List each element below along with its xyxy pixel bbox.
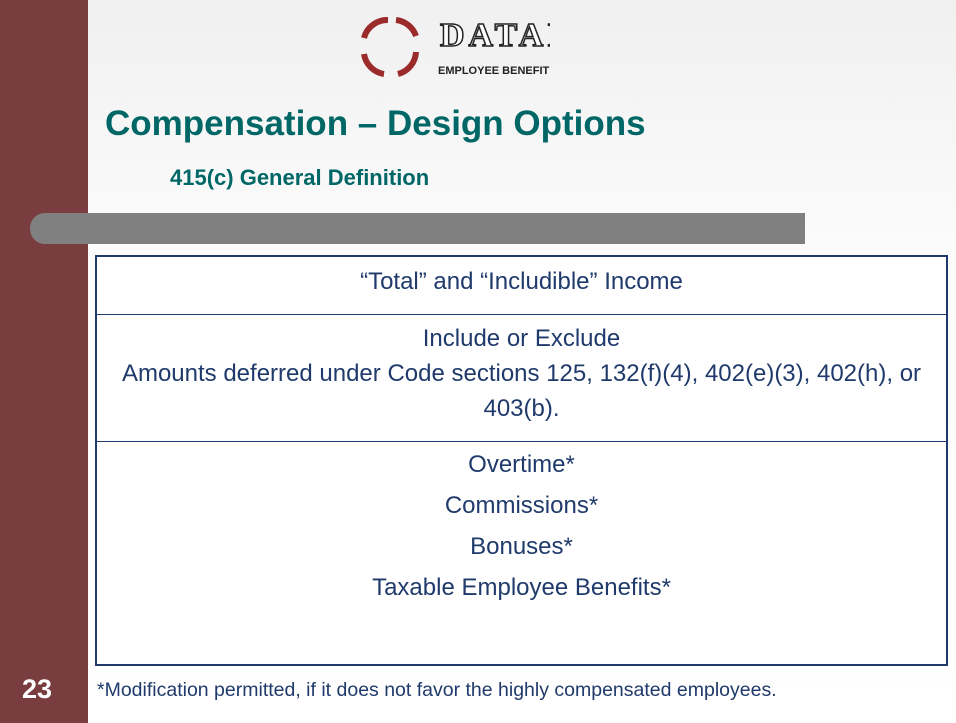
footnote: *Modification permitted, if it does not … (97, 679, 777, 701)
cell-text: Taxable Employee Benefits* (372, 574, 671, 601)
cell-text: Commissions* (444, 492, 599, 519)
table-row: Overtime* Commissions* Bonuses* Taxable Emp… (97, 442, 946, 612)
subtitle: 415(c) General Definition (170, 165, 430, 190)
cell-text: Bonuses* (470, 533, 573, 560)
divider-bar (30, 213, 805, 244)
table-row: Include or Exclude Amounts deferred under… (97, 315, 946, 442)
logo-icon (361, 17, 419, 77)
page-number: 23 (22, 674, 53, 704)
cell-text: Include or Exclude (422, 325, 621, 352)
logo-tagline: EMPLOYEE BENEFIT SYSTEMS, INC. (438, 65, 550, 77)
title: Compensation – Design Options (105, 104, 646, 143)
side-band (0, 0, 88, 723)
logo-name: DATAIR (440, 17, 550, 54)
cell-text: “Total” and “Includible” Income (360, 268, 683, 295)
table-row: “Total” and “Includible” Income (97, 257, 946, 315)
logo: DATAIR EMPLOYEE BENEFIT SYSTEMS, INC. (361, 16, 550, 77)
cell-text: Overtime* (468, 451, 575, 478)
cell-text: Amounts deferred under Code sections 125… (121, 360, 922, 422)
table: “Total” and “Includible” Income Include o… (95, 255, 948, 666)
